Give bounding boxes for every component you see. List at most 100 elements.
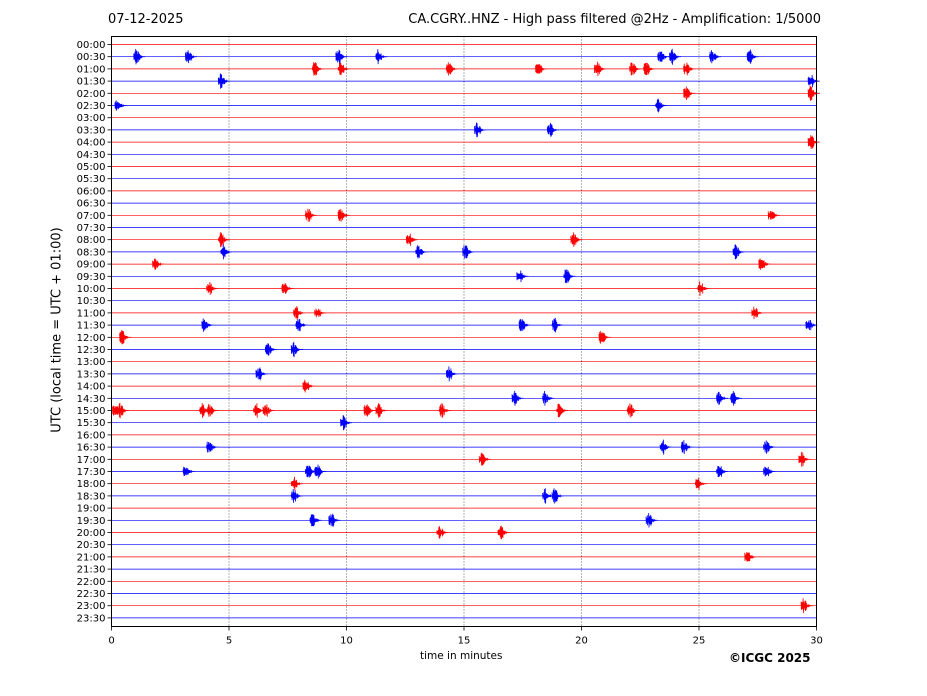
y-tick-label: 22:00 — [77, 577, 106, 588]
event-burst — [405, 233, 418, 246]
y-tick-label: 05:00 — [77, 162, 106, 173]
event-bursts — [112, 48, 820, 614]
y-tick-label: 07:30 — [77, 223, 106, 234]
event-burst — [375, 49, 388, 65]
event-burst — [363, 404, 376, 417]
event-burst — [763, 440, 776, 454]
chart-title: CA.CGRY..HNZ - High pass filtered @2Hz -… — [408, 12, 821, 27]
event-burst — [680, 440, 693, 455]
y-tick-label: 03:30 — [77, 125, 106, 136]
event-burst — [730, 390, 743, 406]
event-burst — [119, 330, 132, 345]
y-tick-label: 17:30 — [77, 467, 106, 478]
event-burst — [290, 341, 303, 358]
y-tick-label: 08:30 — [77, 247, 106, 258]
event-burst — [716, 391, 729, 405]
x-tick-label: 10 — [340, 636, 353, 647]
event-burst — [337, 208, 350, 222]
event-burst — [598, 330, 611, 344]
event-burst — [206, 281, 219, 296]
event-burst — [643, 62, 656, 76]
event-burst — [669, 48, 682, 65]
event-burst — [337, 62, 350, 76]
y-tick-label: 16:30 — [77, 443, 106, 454]
event-burst — [311, 62, 324, 76]
event-burst — [255, 367, 268, 381]
event-burst — [201, 318, 214, 332]
y-tick-label: 12:00 — [77, 333, 106, 344]
y-tick-label: 10:00 — [77, 284, 106, 295]
event-burst — [746, 49, 759, 64]
event-burst — [290, 476, 303, 491]
x-tick-label: 20 — [575, 636, 588, 647]
y-tick-label: 14:30 — [77, 394, 106, 405]
event-burst — [462, 245, 475, 259]
event-burst — [763, 466, 776, 477]
y-tick-label: 22:30 — [77, 589, 106, 600]
event-burst — [264, 343, 277, 356]
event-burst — [206, 441, 219, 453]
event-burst — [807, 74, 820, 88]
event-burst — [436, 526, 449, 539]
x-tick-label: 30 — [810, 636, 823, 647]
event-burst — [114, 100, 127, 111]
y-tick-label: 23:30 — [77, 613, 106, 624]
y-tick-label: 20:30 — [77, 540, 106, 551]
event-burst — [185, 50, 197, 64]
y-tick-label: 16:00 — [77, 430, 106, 441]
event-burst — [798, 451, 811, 467]
event-burst — [281, 283, 294, 294]
y-tick-label: 18:00 — [77, 479, 106, 490]
x-tick-label: 5 — [226, 636, 232, 647]
event-burst — [314, 464, 327, 479]
y-tick-label: 13:00 — [77, 357, 106, 368]
event-burst — [551, 317, 564, 333]
event-burst — [133, 48, 146, 65]
event-burst — [335, 49, 348, 64]
event-burst — [683, 62, 696, 76]
event-burst — [542, 390, 555, 406]
event-burst — [511, 390, 524, 406]
y-tick-label: 04:30 — [77, 150, 106, 161]
y-tick-label: 19:30 — [77, 516, 106, 527]
event-burst — [535, 64, 548, 74]
event-burst — [767, 210, 780, 220]
event-burst — [683, 86, 696, 101]
y-tick-label: 03:00 — [77, 113, 106, 124]
y-tick-label: 18:30 — [77, 491, 106, 502]
event-burst — [304, 208, 317, 222]
event-burst — [293, 306, 306, 320]
x-tick-label: 25 — [693, 636, 706, 647]
y-tick-label: 06:30 — [77, 199, 106, 210]
event-burst — [551, 488, 564, 504]
x-axis-ticks: 0 5 10 15 20 25 30 — [108, 626, 823, 647]
y-tick-label: 06:00 — [77, 186, 106, 197]
y-tick-label: 20:00 — [77, 528, 106, 539]
event-burst — [516, 270, 529, 283]
event-burst — [645, 513, 658, 528]
event-burst — [807, 135, 820, 150]
y-tick-label: 11:30 — [77, 321, 106, 332]
event-burst — [807, 85, 820, 101]
event-burst — [697, 281, 710, 296]
event-burst — [152, 258, 165, 270]
y-tick-label: 00:30 — [77, 52, 106, 63]
y-tick-label: 02:30 — [77, 101, 106, 112]
event-burst — [659, 439, 672, 455]
y-tick-label: 07:00 — [77, 211, 106, 222]
event-burst — [805, 319, 818, 331]
x-tick-label: 0 — [108, 636, 114, 647]
event-burst — [375, 403, 388, 418]
event-burst — [116, 402, 129, 419]
y-tick-label: 11:00 — [77, 308, 106, 319]
y-tick-label: 01:00 — [77, 64, 106, 75]
y-tick-label: 08:00 — [77, 235, 106, 246]
event-burst — [290, 488, 303, 503]
date-label: 07-12-2025 — [108, 12, 184, 27]
event-burst — [709, 50, 722, 64]
event-burst — [744, 552, 757, 562]
event-burst — [474, 122, 487, 138]
event-burst — [445, 62, 458, 76]
y-tick-label: 01:30 — [77, 77, 106, 88]
